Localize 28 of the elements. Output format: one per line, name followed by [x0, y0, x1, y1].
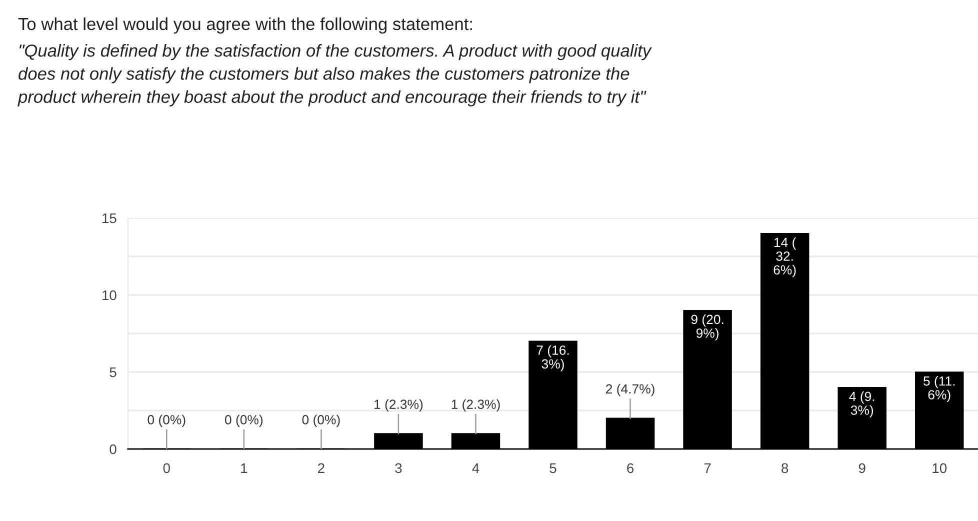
- y-tick-label: 0: [110, 444, 116, 454]
- data-label: 2 (4.7%): [606, 384, 654, 396]
- x-tick-label: 5: [550, 463, 556, 474]
- data-label: 4 (9. 3%): [849, 391, 874, 418]
- y-tick-label: 5: [110, 367, 116, 378]
- data-label: 14 ( 32. 6%): [774, 237, 796, 278]
- x-tick-label: 10: [932, 463, 947, 474]
- x-tick-label: 1: [241, 463, 248, 473]
- x-tick-label: 9: [858, 463, 866, 474]
- y-tick-label: 15: [102, 213, 116, 224]
- x-tick-label: 6: [627, 463, 634, 474]
- y-tick-label: 10: [102, 290, 116, 300]
- data-label: 0 (0%): [224, 414, 263, 427]
- data-label: 0 (0%): [148, 414, 186, 427]
- chart-subtitle: "Quality is defined by the satisfaction of the customers. A product with good quality does not only satisfy the customers but also makes the customers patronize the product wherein they boast about the product and encourage their friends to try it": [18, 44, 652, 106]
- data-label: 7 (16. 3%): [536, 345, 569, 372]
- x-tick-label: 7: [704, 463, 711, 473]
- x-tick-label: 0: [163, 463, 170, 474]
- data-label: 1 (2.3%): [374, 399, 423, 412]
- chart-title: To what level would you agree with the following statement:: [18, 17, 472, 34]
- x-tick-label: 2: [318, 463, 324, 473]
- data-label: 5 (11. 6%): [924, 376, 955, 402]
- data-label: 0 (0%): [302, 414, 340, 427]
- x-tick-label: 3: [395, 463, 402, 474]
- data-label: 9 (20. 9%): [691, 314, 724, 340]
- x-tick-label: 4: [472, 463, 480, 473]
- x-tick-label: 8: [782, 463, 788, 474]
- data-label: 1 (2.3%): [452, 399, 500, 412]
